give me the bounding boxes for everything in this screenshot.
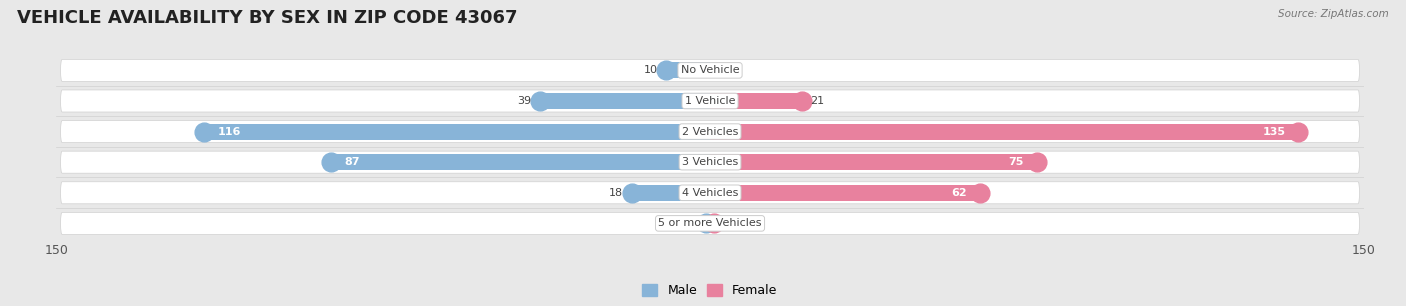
Legend: Male, Female: Male, Female xyxy=(637,279,783,302)
Bar xyxy=(330,154,710,170)
Text: Source: ZipAtlas.com: Source: ZipAtlas.com xyxy=(1278,9,1389,19)
Text: 3 Vehicles: 3 Vehicles xyxy=(682,157,738,167)
Bar xyxy=(204,124,710,140)
FancyBboxPatch shape xyxy=(60,121,1360,143)
Text: 87: 87 xyxy=(344,157,360,167)
Text: 75: 75 xyxy=(1008,157,1024,167)
Text: 1 Vehicle: 1 Vehicle xyxy=(685,96,735,106)
Text: VEHICLE AVAILABILITY BY SEX IN ZIP CODE 43067: VEHICLE AVAILABILITY BY SEX IN ZIP CODE … xyxy=(17,9,517,27)
Text: 2 Vehicles: 2 Vehicles xyxy=(682,127,738,136)
Text: 5 or more Vehicles: 5 or more Vehicles xyxy=(658,218,762,228)
FancyBboxPatch shape xyxy=(60,151,1360,173)
Bar xyxy=(710,185,980,201)
Text: 135: 135 xyxy=(1263,127,1285,136)
FancyBboxPatch shape xyxy=(60,182,1360,204)
Text: 1: 1 xyxy=(690,218,697,228)
Bar xyxy=(710,93,801,109)
Text: 21: 21 xyxy=(810,96,824,106)
Text: 39: 39 xyxy=(517,96,531,106)
Bar xyxy=(710,215,714,231)
Bar xyxy=(666,62,710,78)
Text: No Vehicle: No Vehicle xyxy=(681,65,740,75)
Text: 116: 116 xyxy=(218,127,240,136)
Text: 1: 1 xyxy=(723,218,730,228)
Text: 4 Vehicles: 4 Vehicles xyxy=(682,188,738,198)
Text: 0: 0 xyxy=(690,65,697,75)
FancyBboxPatch shape xyxy=(60,212,1360,234)
Bar xyxy=(710,154,1038,170)
FancyBboxPatch shape xyxy=(60,90,1360,112)
FancyBboxPatch shape xyxy=(60,59,1360,81)
Bar xyxy=(710,124,1299,140)
Text: 10: 10 xyxy=(644,65,658,75)
Text: 62: 62 xyxy=(952,188,967,198)
Bar xyxy=(631,185,710,201)
Text: 18: 18 xyxy=(609,188,623,198)
Bar xyxy=(706,215,710,231)
Bar xyxy=(540,93,710,109)
